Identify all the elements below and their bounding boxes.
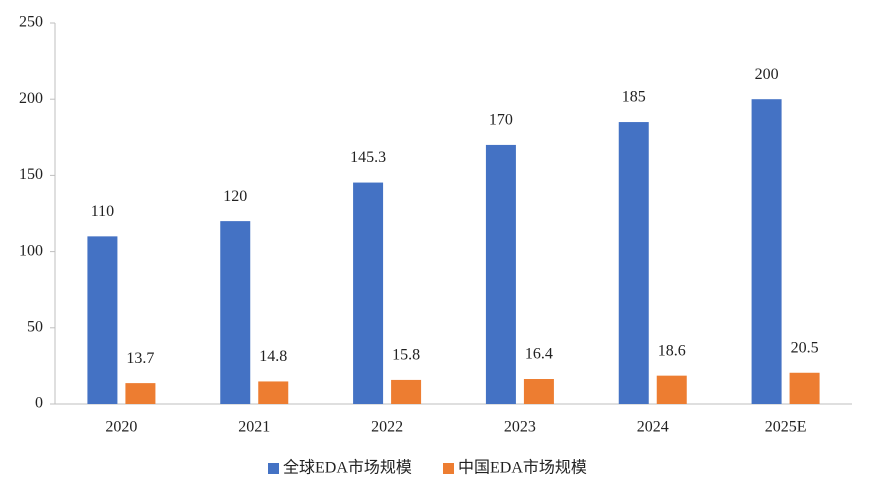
value-label: 145.3 [350, 149, 386, 166]
value-label: 14.8 [259, 348, 287, 365]
bar [391, 379, 422, 404]
x-tick-label: 2025E [765, 419, 807, 436]
x-tick-label: 2022 [371, 419, 403, 436]
value-label: 16.4 [525, 346, 553, 363]
x-tick-label: 2023 [504, 419, 536, 436]
value-label: 185 [622, 89, 646, 106]
value-label: 170 [489, 112, 513, 129]
value-label: 110 [91, 203, 114, 220]
value-label: 13.7 [126, 350, 154, 367]
value-label: 15.8 [392, 347, 420, 364]
legend-swatch [443, 463, 454, 474]
bar [656, 375, 687, 404]
value-label: 200 [755, 66, 779, 83]
bar [87, 236, 118, 404]
bar [353, 182, 384, 404]
bar [220, 221, 251, 404]
legend-label: 全球EDA市场规模 [283, 459, 412, 477]
value-label: 18.6 [658, 342, 686, 359]
x-tick-label: 2024 [637, 419, 669, 436]
y-tick-label: 200 [19, 90, 43, 107]
bar [258, 381, 289, 404]
bar [751, 99, 782, 404]
y-tick-label: 50 [27, 318, 43, 335]
value-label: 120 [223, 188, 247, 205]
y-tick-label: 250 [19, 14, 43, 31]
legend-label: 中国EDA市场规模 [458, 459, 587, 477]
bar [125, 383, 156, 404]
x-tick-label: 2021 [238, 419, 270, 436]
legend-swatch [268, 463, 279, 474]
y-tick-label: 100 [19, 242, 43, 259]
value-label: 20.5 [791, 339, 819, 356]
y-tick-label: 150 [19, 166, 43, 183]
y-tick-label: 0 [35, 395, 43, 412]
bar [485, 144, 516, 405]
bar [618, 122, 649, 404]
x-tick-label: 2020 [105, 419, 137, 436]
bar [789, 372, 820, 404]
bar [523, 379, 554, 404]
